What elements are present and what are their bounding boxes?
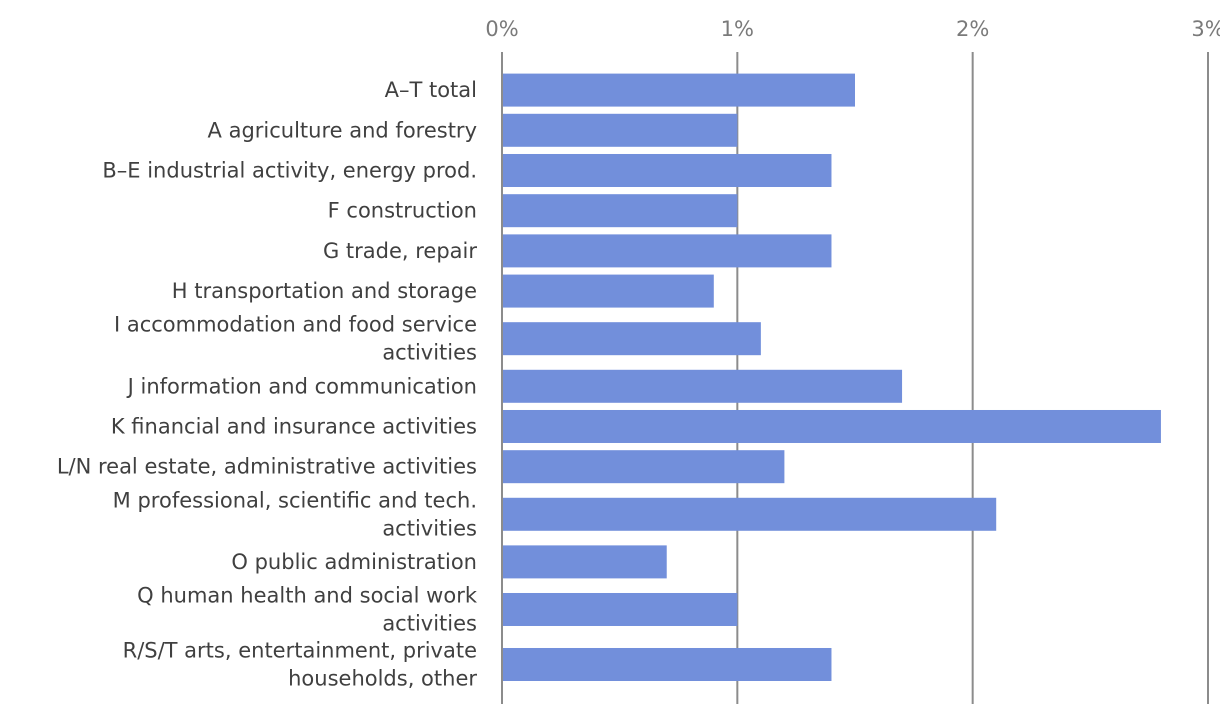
category-label: A–T total	[385, 78, 477, 102]
bar	[503, 153, 832, 187]
category-label: households, other	[288, 666, 477, 690]
category-label: Q human health and social work	[137, 583, 478, 607]
x-tick-label: 0%	[485, 17, 518, 41]
category-label: F construction	[328, 199, 477, 223]
bar	[503, 450, 785, 484]
category-label: B–E industrial activity, energy prod.	[102, 158, 477, 182]
x-axis-ticks: 0% 1% 2% 3%	[485, 17, 1220, 41]
bar	[503, 369, 903, 403]
category-label: H transportation and storage	[172, 279, 477, 303]
bar	[503, 194, 738, 228]
category-label: L/N real estate, administrative activiti…	[57, 455, 477, 479]
bar	[503, 234, 832, 268]
category-label: M professional, scientific and tech.	[113, 488, 477, 512]
bar	[503, 73, 855, 107]
category-label: O public administration	[231, 550, 477, 574]
bar	[503, 409, 1161, 443]
bars	[503, 73, 1161, 681]
bar	[503, 274, 714, 308]
bar	[503, 497, 997, 531]
x-tick-label: 1%	[721, 17, 754, 41]
category-label: activities	[382, 611, 477, 635]
bar	[503, 592, 738, 626]
x-tick-label: 3%	[1191, 17, 1220, 41]
bar	[503, 647, 832, 681]
category-label: G trade, repair	[323, 239, 477, 263]
bar	[503, 322, 761, 356]
category-label: K financial and insurance activities	[111, 414, 477, 438]
category-label: J information and communication	[126, 374, 477, 398]
category-label: A agriculture and forestry	[208, 118, 477, 142]
category-label: R/S/T arts, entertainment, private	[123, 638, 477, 662]
x-tick-label: 2%	[956, 17, 989, 41]
category-label: activities	[382, 516, 477, 540]
category-labels: A–T total A agriculture and forestry B–E i…	[57, 78, 478, 690]
bar	[503, 545, 667, 579]
category-label: activities	[382, 341, 477, 365]
category-label: I accommodation and food service	[114, 313, 477, 337]
bar	[503, 113, 738, 147]
